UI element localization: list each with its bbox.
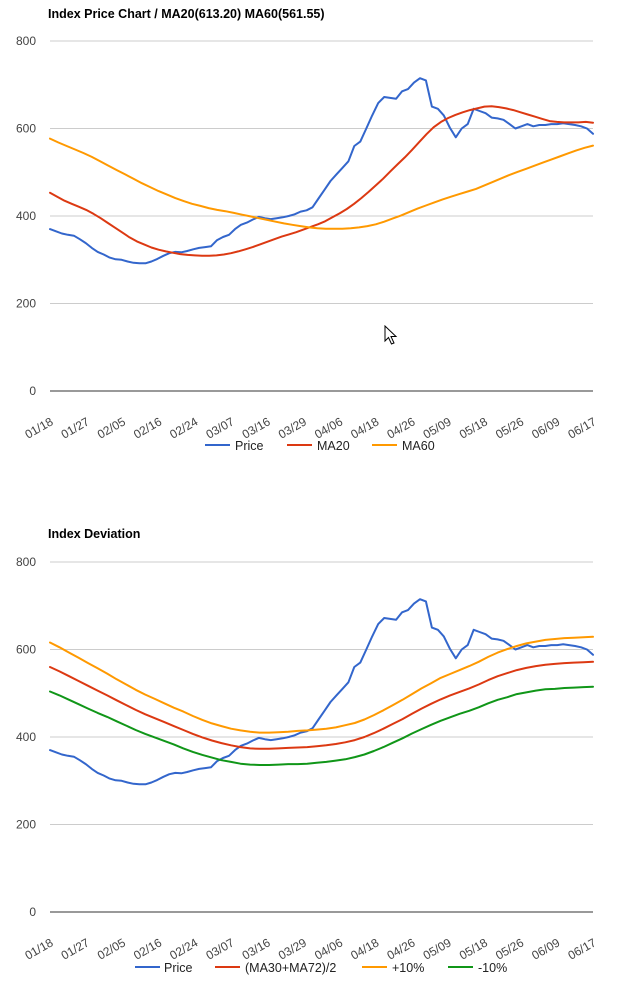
series-line-ma20 — [49, 105, 594, 257]
series-line-ma60 — [49, 137, 594, 230]
x-tick-label: 03/07 — [203, 414, 236, 441]
series-line-price — [49, 598, 594, 786]
legend-item-plus10[interactable]: +10% — [392, 961, 424, 975]
price-chart: Index Price Chart / MA20(613.20) MA60(56… — [16, 7, 599, 453]
x-tick-label: 02/05 — [95, 935, 128, 962]
legend-item-ma-average[interactable]: (MA30+MA72)/2 — [245, 961, 336, 975]
legend[interactable]: Price MA20 MA60 — [205, 439, 435, 453]
y-tick-label: 0 — [29, 384, 36, 398]
y-tick-label: 800 — [16, 34, 36, 48]
x-tick-label: 04/26 — [384, 935, 417, 962]
x-tick-label: 01/18 — [22, 414, 55, 441]
x-tick-label: 06/09 — [529, 414, 562, 441]
x-tick-label: 02/05 — [95, 414, 128, 441]
y-tick-label: 600 — [16, 122, 36, 136]
series-line-10 — [49, 685, 594, 766]
x-tick-label: 04/06 — [312, 935, 345, 962]
x-tick-label: 03/16 — [240, 414, 273, 441]
y-tick-label: 400 — [16, 730, 36, 744]
x-tick-label: 05/26 — [493, 935, 526, 962]
deviation-chart: Index Deviation 0 200 400 600 800 01/18 01/27… — [16, 527, 599, 975]
x-tick-label: 02/16 — [131, 935, 164, 962]
x-tick-label: 05/09 — [421, 935, 454, 962]
legend[interactable]: Price (MA30+MA72)/2 +10% -10% — [135, 961, 507, 975]
x-tick-label: 04/26 — [384, 414, 417, 441]
x-tick-label: 05/09 — [421, 414, 454, 441]
series-line-price — [49, 77, 594, 265]
x-tick-label: 02/24 — [167, 414, 200, 441]
grid — [50, 40, 593, 392]
legend-item-ma60[interactable]: MA60 — [402, 439, 435, 453]
x-tick-label: 04/18 — [348, 414, 381, 441]
chart-title: Index Price Chart / MA20(613.20) MA60(56… — [48, 7, 325, 21]
x-tick-label: 06/17 — [565, 935, 598, 962]
series-line-ma30-ma72-2 — [49, 660, 594, 750]
y-tick-label: 0 — [29, 905, 36, 919]
y-tick-label: 200 — [16, 818, 36, 832]
y-tick-label: 200 — [16, 297, 36, 311]
x-tick-label: 02/16 — [131, 414, 164, 441]
legend-item-price[interactable]: Price — [235, 439, 264, 453]
legend-item-price[interactable]: Price — [164, 961, 193, 975]
x-tick-label: 04/06 — [312, 414, 345, 441]
x-tick-label: 04/18 — [348, 935, 381, 962]
x-tick-label: 05/18 — [457, 935, 490, 962]
y-tick-label: 600 — [16, 643, 36, 657]
x-tick-label: 03/16 — [240, 935, 273, 962]
y-axis: 0 200 400 600 800 — [16, 555, 36, 919]
x-tick-label: 02/24 — [167, 935, 200, 962]
y-axis: 0 200 400 600 800 — [16, 34, 36, 398]
x-tick-label: 03/29 — [276, 935, 309, 962]
legend-item-ma20[interactable]: MA20 — [317, 439, 350, 453]
chart-title: Index Deviation — [48, 527, 140, 541]
x-tick-label: 06/09 — [529, 935, 562, 962]
legend-item-minus10[interactable]: -10% — [478, 961, 507, 975]
x-axis: 01/18 01/27 02/05 02/16 02/24 03/07 03/16 03/29… — [22, 935, 598, 962]
x-tick-label: 01/27 — [59, 414, 92, 441]
x-axis: 01/18 01/27 02/05 02/16 02/24 03/07 03/16 03/29… — [22, 414, 598, 441]
mouse-pointer-icon — [384, 325, 398, 345]
plot-area — [49, 77, 594, 265]
series-line-10 — [49, 635, 594, 734]
x-tick-label: 05/26 — [493, 414, 526, 441]
x-tick-label: 06/17 — [565, 414, 598, 441]
grid — [50, 561, 593, 913]
y-tick-label: 800 — [16, 555, 36, 569]
x-tick-label: 03/29 — [276, 414, 309, 441]
plot-area — [49, 598, 594, 786]
x-tick-label: 03/07 — [203, 935, 236, 962]
x-tick-label: 01/27 — [59, 935, 92, 962]
x-tick-label: 01/18 — [22, 935, 55, 962]
x-tick-label: 05/18 — [457, 414, 490, 441]
y-tick-label: 400 — [16, 209, 36, 223]
